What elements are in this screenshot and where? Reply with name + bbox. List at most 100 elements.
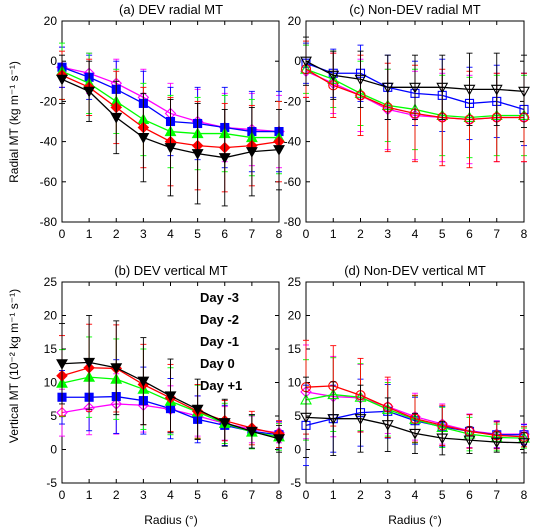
panel-b-xtick-label: 5	[194, 488, 201, 502]
panel-d-line-day+1	[305, 416, 525, 444]
panel-d-point-day+1	[327, 414, 340, 425]
panel-d-point-day+1	[381, 420, 394, 431]
panel-a-point-day+1	[191, 149, 204, 160]
panel-b-series-day+1	[56, 315, 285, 453]
legend-entry-day-2: Day -2	[200, 312, 239, 327]
panel-d-xtick-label: 3	[384, 488, 391, 502]
panel-d-series-day+1	[300, 376, 530, 458]
panel-b-xtick-label: 7	[249, 488, 256, 502]
panel-c-xtick-label: 3	[384, 227, 391, 241]
panel-c-point-day+1	[518, 86, 530, 98]
panel-c-line-day+1	[305, 60, 525, 92]
panel-c-xtick-label: 0	[303, 227, 310, 241]
panel-d-ytick-label: -5	[290, 476, 301, 490]
panel-a-ytick-label: 0	[50, 54, 57, 68]
panel-d-point-day+1	[518, 438, 530, 449]
panel-c-ytick-label: -40	[284, 135, 302, 149]
panel-c-point-day+1	[409, 82, 421, 94]
panel-b-point-day+1	[191, 404, 204, 416]
panel-c-ytick-label: 0	[294, 54, 301, 68]
panel-b-ytick-label: 20	[44, 309, 58, 323]
panel-a-xtick-label: 2	[113, 227, 120, 241]
panel-c-xtick-label: 8	[521, 227, 528, 241]
panel-d-xtick-label: 1	[330, 488, 337, 502]
panel-d-point-day+1	[300, 412, 312, 424]
panel-d-xtick-label: 4	[412, 488, 419, 502]
panel-a-xtick-label: 7	[249, 227, 256, 241]
panel-b-point-day+1	[83, 357, 96, 369]
panel-c-title: (c) Non-DEV radial MT	[349, 2, 481, 17]
panel-d-ytick-label: 10	[288, 376, 302, 390]
panel-b-ytick-label: -5	[46, 476, 57, 490]
panel-a-point-day+1	[137, 133, 150, 144]
panel-b-xtick-label: 8	[276, 488, 283, 502]
panel-b-point-day+1	[110, 363, 123, 374]
panel-a-ytick-label: -60	[40, 175, 58, 189]
panel-d-title: (d) Non-DEV vertical MT	[344, 263, 486, 278]
panel-b-xtick-label: 0	[59, 488, 66, 502]
panel-a-point-day+1	[245, 147, 258, 158]
panel-c-xtick-label: 5	[439, 227, 446, 241]
panel-b-xtick-label: 3	[140, 488, 147, 502]
panel-b-point-day+1	[56, 359, 68, 370]
panel-a-title: (a) DEV radial MT	[119, 2, 223, 17]
panel-d-ytick-label: 5	[294, 409, 301, 423]
panel-c-point-day+1	[327, 70, 340, 82]
panel-c-series-day+1	[300, 36, 530, 128]
panel-a-xtick-label: 6	[221, 227, 228, 241]
legend-entry-day+1: Day +1	[200, 378, 242, 393]
panel-a-ylabel: Radial MT (kg m⁻¹ s⁻¹)	[7, 61, 21, 183]
panel-d-xtick-label: 0	[303, 488, 310, 502]
panel-a-point-day+1	[56, 74, 68, 86]
panel-c-point-day+1	[300, 56, 312, 68]
panel-d-xtick-label: 5	[439, 488, 446, 502]
panel-c-xtick-label: 7	[493, 227, 500, 241]
legend-entry-day0: Day 0	[200, 356, 235, 371]
panel-d-xtick-label: 2	[357, 488, 364, 502]
panel-c-xtick-label: 6	[466, 227, 473, 241]
panel-a-xtick-label: 4	[167, 227, 174, 241]
panel-c-point-day+1	[463, 84, 476, 96]
panel-b-ytick-label: 15	[44, 342, 58, 356]
panel-a-ytick-label: -20	[40, 94, 58, 108]
panel-a-ytick-label: 20	[44, 14, 58, 28]
panel-b-ytick-label: 10	[44, 376, 58, 390]
panel-d-xtick-label: 8	[521, 488, 528, 502]
panel-a-xtick-label: 1	[86, 227, 93, 241]
panel-b-xtick-label: 6	[221, 488, 228, 502]
panel-d-point-day+1	[409, 428, 421, 440]
panel-d-point-day+1	[463, 435, 476, 447]
panel-b-xtick-label: 2	[113, 488, 120, 502]
panel-a-xtick-label: 8	[276, 227, 283, 241]
legend: Day -3 Day -2 Day -1 Day 0 Day +1	[200, 290, 242, 393]
panel-c-xtick-label: 1	[330, 227, 337, 241]
panel-c-ytick-label: 20	[288, 14, 302, 28]
panel-c-point-day+1	[381, 82, 394, 94]
panel-c-xtick-label: 4	[412, 227, 419, 241]
panel-b-point-day+1	[245, 426, 258, 438]
panel-a-xtick-label: 3	[140, 227, 147, 241]
panel-d-xlabel: Radius (°)	[388, 513, 441, 527]
panel-b-ylabel: Vertical MT (10⁻² kg m⁻¹ s⁻¹)	[7, 289, 21, 443]
panel-a-point-day+1	[164, 143, 177, 154]
panel-a-point-day+1	[218, 153, 231, 164]
panel-c-point-day+1	[436, 82, 449, 94]
panel-d-point-day+1	[490, 437, 503, 449]
panel-d-ytick-label: 15	[288, 342, 302, 356]
panel-a-ytick-label: -40	[40, 135, 58, 149]
panel-c-ytick-label: -60	[284, 175, 302, 189]
panel-c-ytick-label: -80	[284, 215, 302, 229]
panel-b-point-day+1	[164, 391, 177, 403]
panel-a-point-day+1	[110, 112, 123, 124]
panel-b-title: (b) DEV vertical MT	[114, 263, 227, 278]
panel-d-ytick-label: 25	[288, 275, 302, 289]
panel-b-xlabel: Radius (°)	[144, 513, 197, 527]
legend-entry-day-3: Day -3	[200, 290, 239, 305]
panel-a-series-day+1	[56, 54, 285, 207]
panel-b-ytick-label: 0	[50, 443, 57, 457]
panel-b-point-day+1	[137, 376, 150, 388]
legend-entry-day-1: Day -1	[200, 334, 239, 349]
